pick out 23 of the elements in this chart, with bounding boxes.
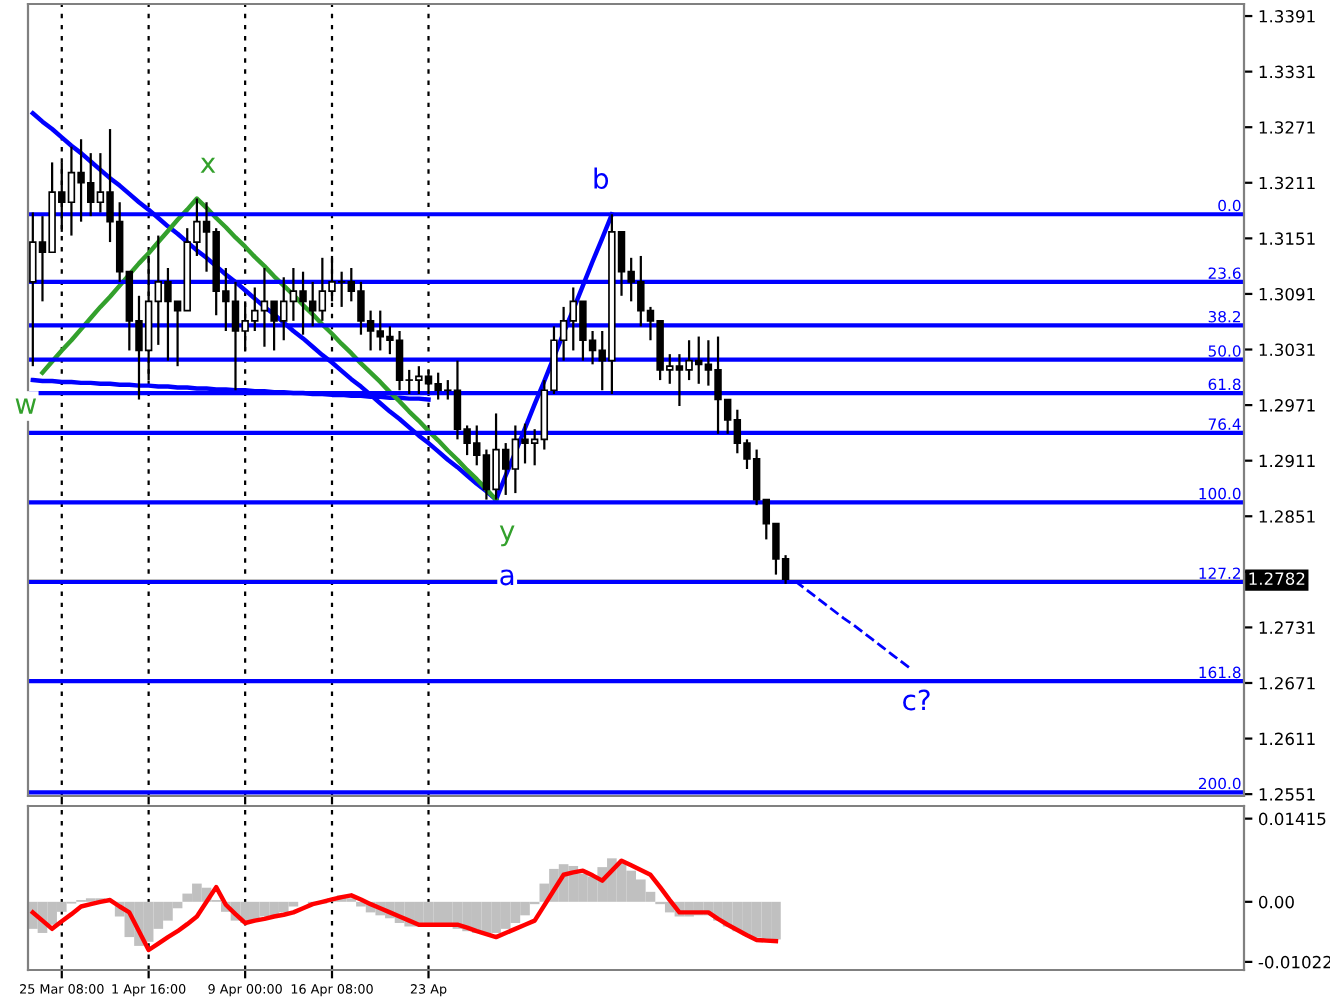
annotation: y — [499, 525, 515, 547]
y-tick-label: 1.3151 — [1259, 232, 1315, 245]
y-tick-label: 1.2911 — [1259, 454, 1315, 468]
y-tick-label: 1.3211 — [1259, 176, 1315, 190]
annotation: x — [200, 157, 216, 173]
y-tick-label: 1.2551 — [1259, 788, 1315, 801]
annotation: b — [594, 167, 609, 189]
y-tick-label: 1.3391 — [1259, 10, 1315, 23]
y-tick-label: 1.3271 — [1259, 121, 1315, 134]
y-tick-label: 1.2851 — [1259, 510, 1315, 523]
y-tick-label: 0.01415 — [1258, 812, 1326, 826]
y-tick-label: 1.2671 — [1259, 676, 1315, 690]
y-tick-label: 1.2611 — [1259, 732, 1315, 746]
y-tick-label: 1.2731 — [1259, 621, 1315, 634]
y-tick-label: 1.2971 — [1259, 399, 1315, 412]
annotation: c? — [903, 689, 930, 711]
ref-line-label: 1.2782 — [1249, 572, 1305, 585]
y-tick-label: 0.00 — [1258, 895, 1294, 909]
y-tick-label: 1.3331 — [1259, 65, 1315, 79]
y-tick-label: 1.3091 — [1259, 287, 1315, 301]
annotation: w — [15, 398, 36, 414]
annotation: a — [500, 569, 514, 586]
y-tick-label: 1.3031 — [1259, 343, 1315, 357]
